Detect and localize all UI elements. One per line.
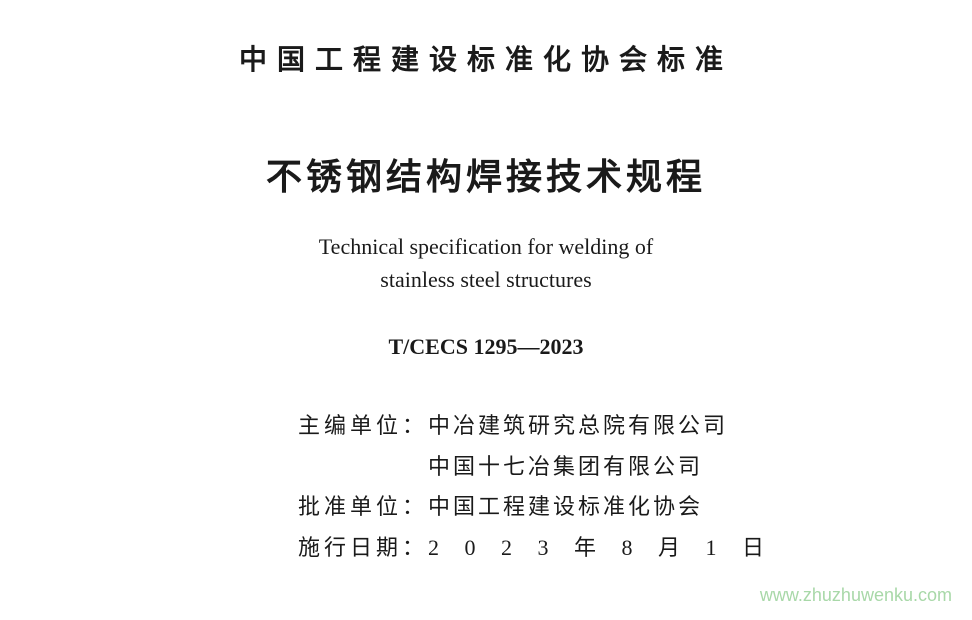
approver-value: 中国工程建设标准化协会 — [428, 487, 703, 528]
editor-row-1: 主编单位： 中冶建筑研究总院有限公司 — [198, 406, 774, 447]
organization-heading: 中国工程建设标准化协会标准 — [239, 38, 733, 78]
editor-row-2: 中国十七冶集团有限公司 — [198, 447, 774, 488]
date-label: 施行日期： — [198, 528, 428, 569]
title-english-line2: stainless steel structures — [319, 263, 653, 296]
document-cover: 中国工程建设标准化协会标准 不锈钢结构焊接技术规程 Technical spec… — [0, 0, 972, 569]
editor-value-2: 中国十七冶集团有限公司 — [428, 447, 703, 488]
editor-value-1: 中冶建筑研究总院有限公司 — [428, 406, 728, 447]
watermark-url: www.zhuzhuwenku.com — [760, 585, 952, 606]
standard-code: T/CECS 1295—2023 — [389, 334, 584, 360]
title-english: Technical specification for welding of s… — [319, 230, 653, 296]
approver-row: 批准单位： 中国工程建设标准化协会 — [198, 487, 774, 528]
date-row: 施行日期： 2 0 2 3 年 8 月 1 日 — [198, 528, 774, 569]
title-english-line1: Technical specification for welding of — [319, 230, 653, 263]
approver-label: 批准单位： — [198, 487, 428, 528]
title-chinese: 不锈钢结构焊接技术规程 — [266, 148, 706, 200]
credits-block: 主编单位： 中冶建筑研究总院有限公司 中国十七冶集团有限公司 批准单位： 中国工… — [198, 406, 774, 569]
date-value: 2 0 2 3 年 8 月 1 日 — [428, 528, 774, 569]
editor-label: 主编单位： — [198, 406, 428, 447]
